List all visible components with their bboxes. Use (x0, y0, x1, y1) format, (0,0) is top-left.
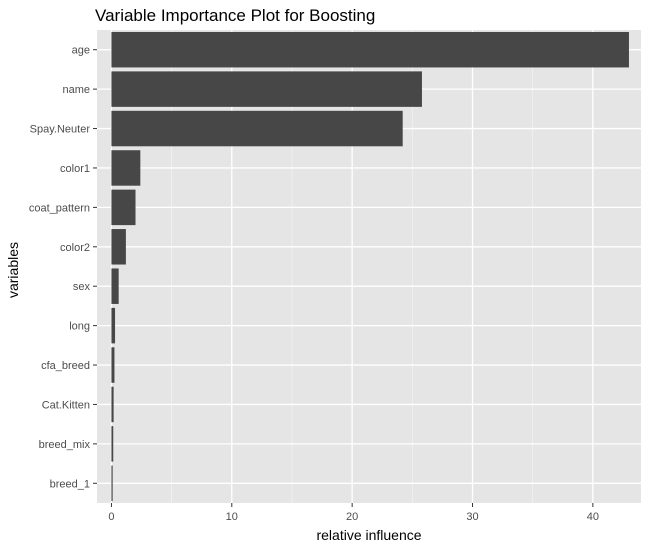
x-tick-label: 40 (587, 511, 599, 523)
x-axis-ticks: 0 10 20 30 40 (108, 503, 599, 523)
bar-color2 (111, 229, 126, 265)
bar-name (111, 71, 422, 107)
x-tick-label: 30 (466, 511, 478, 523)
bar-Spay.Neuter (111, 110, 403, 147)
y-tick-label: breed_1 (50, 478, 90, 490)
y-tick-label: Spay.Neuter (30, 124, 91, 136)
x-axis-title: relative influence (316, 527, 421, 543)
bar-breed_1 (111, 465, 113, 502)
chart-title: Variable Importance Plot for Boosting (95, 6, 375, 25)
x-tick-label: 20 (346, 511, 358, 523)
y-tick-label: sex (73, 281, 91, 293)
y-tick-label: name (62, 84, 90, 96)
y-tick-label: long (69, 321, 90, 333)
y-tick-label: color1 (60, 163, 90, 175)
plot-panel (97, 30, 641, 503)
bar-long (111, 307, 116, 344)
y-axis-ticks: age name Spay.Neuter color1 coat_patterncolo… (29, 45, 97, 490)
y-tick-label: color2 (60, 242, 90, 254)
x-tick-label: 10 (226, 511, 238, 523)
y-tick-label: breed_mix (39, 439, 91, 451)
x-tick-label: 0 (108, 511, 114, 523)
y-tick-label: cfa_breed (41, 360, 90, 372)
bars (111, 31, 629, 502)
y-tick-label: age (72, 45, 90, 57)
bar-cfa_breed (111, 347, 115, 383)
bar-Cat.Kitten (111, 386, 114, 423)
bar-sex (111, 268, 119, 304)
bar-coat_pattern (111, 189, 136, 226)
bar-age (111, 31, 629, 68)
y-axis-title: variables (5, 242, 21, 298)
y-tick-label: Cat.Kitten (42, 399, 90, 411)
bar-breed_mix (111, 426, 114, 462)
bar-color1 (111, 150, 141, 186)
y-tick-label: coat_pattern (29, 202, 90, 214)
